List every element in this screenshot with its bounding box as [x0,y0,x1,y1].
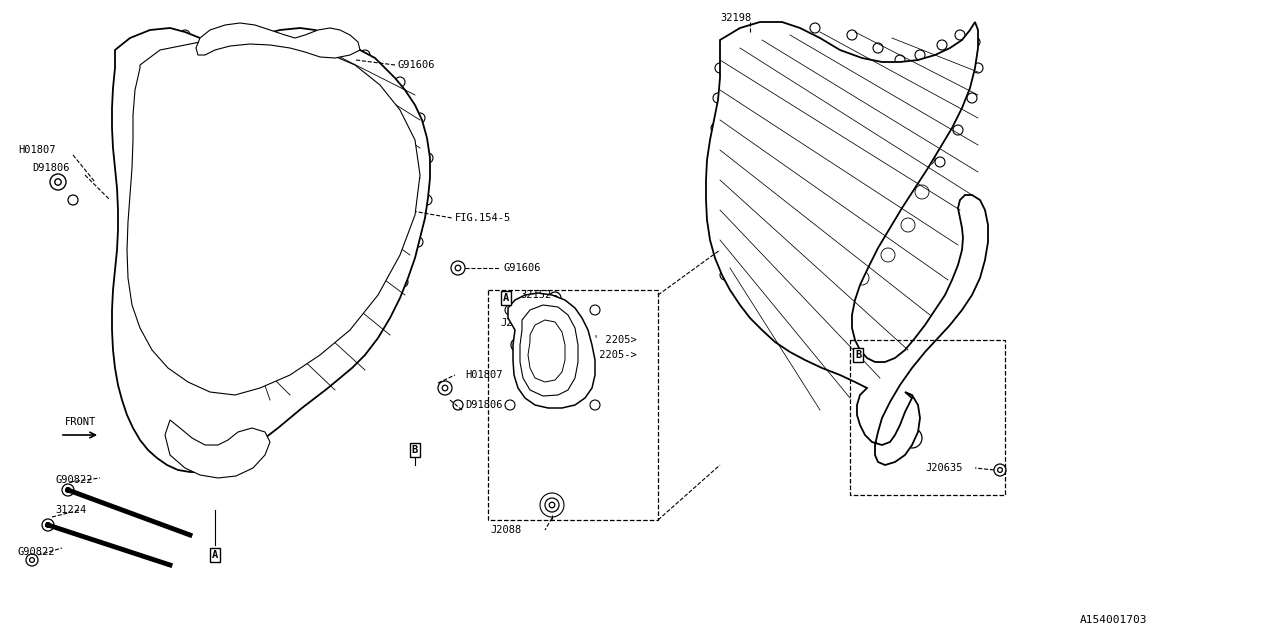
Text: G91606<-' 2205>: G91606<-' 2205> [543,335,636,345]
Circle shape [276,393,287,403]
Circle shape [210,415,220,425]
Circle shape [123,97,133,107]
Circle shape [122,320,132,330]
Circle shape [713,213,723,223]
Circle shape [545,498,559,512]
Circle shape [128,350,138,360]
Circle shape [26,554,38,566]
Text: A: A [212,550,218,560]
Text: G91606: G91606 [398,60,435,70]
Bar [850,340,1005,495]
Circle shape [122,225,132,235]
PathPatch shape [113,28,430,472]
Circle shape [955,30,965,40]
Circle shape [716,243,724,253]
PathPatch shape [520,305,579,396]
Circle shape [138,375,148,385]
Circle shape [915,50,925,60]
Circle shape [847,30,858,40]
Text: A: A [503,293,509,303]
Circle shape [422,153,433,163]
PathPatch shape [165,420,270,478]
Circle shape [995,464,1006,476]
Circle shape [710,183,721,193]
Text: H01807: H01807 [18,145,55,155]
Circle shape [511,338,525,352]
Text: A154001703: A154001703 [1080,615,1147,625]
Circle shape [735,30,745,40]
Circle shape [123,128,133,138]
Circle shape [120,257,131,267]
Circle shape [970,37,980,47]
Circle shape [123,160,133,170]
Text: FIG.154-5: FIG.154-5 [454,213,511,223]
Circle shape [340,52,356,68]
Circle shape [438,381,452,395]
Circle shape [934,157,945,167]
Circle shape [244,29,255,39]
Text: J20635: J20635 [500,318,538,328]
Circle shape [243,407,253,417]
Text: J20635: J20635 [925,463,963,473]
Text: G90822: G90822 [55,475,92,485]
Circle shape [873,43,883,53]
Circle shape [375,315,385,325]
PathPatch shape [127,40,420,395]
Circle shape [966,93,977,103]
Circle shape [771,23,780,33]
Circle shape [954,125,963,135]
Text: 31224: 31224 [55,505,86,515]
Text: D91806: D91806 [465,400,503,410]
Circle shape [155,395,165,405]
Text: J2088: J2088 [490,525,521,535]
Text: D91806: D91806 [32,163,69,173]
Circle shape [131,43,140,53]
Text: FRONT: FRONT [65,417,96,427]
Circle shape [713,93,723,103]
Circle shape [716,63,724,73]
Circle shape [396,77,404,87]
Text: G91606: G91606 [503,263,540,273]
Circle shape [415,113,425,123]
Circle shape [120,68,131,78]
Circle shape [61,484,74,496]
Circle shape [347,347,357,357]
Circle shape [451,261,465,275]
Circle shape [180,30,189,40]
Circle shape [973,63,983,73]
Circle shape [314,373,323,383]
Circle shape [123,193,133,203]
Circle shape [422,195,433,205]
Text: B: B [855,350,861,360]
Circle shape [937,40,947,50]
Circle shape [120,290,131,300]
Circle shape [360,50,370,60]
PathPatch shape [707,22,988,465]
PathPatch shape [508,293,595,408]
Circle shape [42,519,54,531]
Text: G90822: G90822 [18,547,55,557]
Circle shape [895,55,905,65]
Text: 32198: 32198 [719,13,751,23]
Text: H01807: H01807 [465,370,503,380]
Circle shape [154,33,163,43]
Circle shape [719,270,730,280]
Circle shape [413,237,422,247]
Circle shape [549,292,561,304]
Circle shape [710,153,721,163]
Circle shape [305,30,315,40]
Circle shape [710,123,721,133]
Circle shape [810,23,820,33]
Text: G91332<' 2205->: G91332<' 2205-> [543,350,636,360]
Text: 32152: 32152 [520,290,552,300]
Text: B: B [412,445,419,455]
Bar [488,290,658,520]
Circle shape [180,410,189,420]
PathPatch shape [529,320,564,382]
Circle shape [902,428,922,448]
Circle shape [50,174,67,190]
PathPatch shape [196,23,360,58]
Circle shape [398,277,408,287]
